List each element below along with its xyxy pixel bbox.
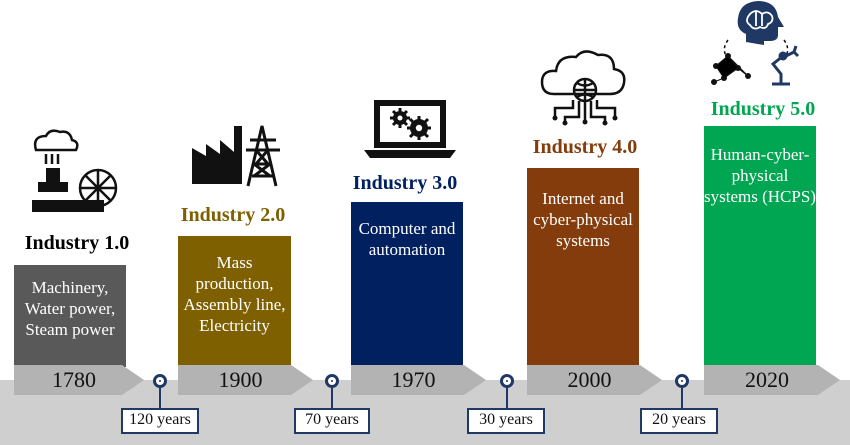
timeline-node: [325, 374, 339, 388]
timeline-node: [500, 374, 514, 388]
description-line: systems (HCPS): [704, 187, 816, 206]
stage-description-box: Mass production, Assembly line, Electric…: [178, 236, 291, 367]
description-line: Assembly line,: [183, 295, 286, 314]
description-line: Electricity: [199, 316, 270, 335]
timeline-node: [675, 374, 689, 388]
description-line: Computer and: [358, 219, 456, 238]
human-ai-robot-icon: [711, 1, 800, 86]
description-line: Machinery,: [31, 278, 109, 297]
year-arrow: 1970: [351, 365, 486, 395]
node-connector: [331, 388, 333, 408]
description-line: Mass: [216, 253, 253, 272]
stage-description-box: Machinery, Water power, Steam power: [14, 265, 126, 367]
interval-label: 120 years: [121, 408, 199, 434]
year-arrow: 2000: [527, 365, 662, 395]
interval-label: 70 years: [294, 408, 370, 434]
stage-title: Industry 1.0: [24, 232, 130, 254]
year-arrow: 1780: [14, 365, 144, 395]
interval-label: 20 years: [640, 408, 718, 434]
interval-label: 30 years: [467, 408, 545, 434]
description-line: cyber-physical: [533, 210, 633, 229]
timeline-node: [153, 374, 167, 388]
description-line: Water power,: [24, 299, 116, 318]
node-connector: [159, 388, 161, 408]
node-connector: [681, 388, 683, 408]
description-line: production,: [195, 274, 274, 293]
description-line: systems: [556, 231, 610, 250]
stage-description-box: Human-cyber- physical systems (HCPS): [704, 126, 816, 367]
factory-power-line-icon: [192, 125, 280, 187]
node-connector: [506, 388, 508, 408]
description-line: automation: [368, 240, 446, 259]
stage-title: Industry 3.0: [352, 172, 458, 194]
year-arrow: 2020: [704, 365, 840, 395]
steam-engine-icon: [32, 129, 118, 212]
description-line: Steam power: [25, 320, 115, 339]
cloud-network-icon: [540, 50, 626, 126]
stage-title: Industry 4.0: [532, 136, 638, 158]
stage-description-box: Internet and cyber-physical systems: [527, 168, 639, 367]
year-arrow: 1900: [178, 365, 313, 395]
stage-title: Industry 5.0: [710, 98, 816, 120]
description-line: Human-cyber-: [710, 145, 810, 164]
description-line: Internet and: [542, 189, 624, 208]
laptop-gears-icon: [364, 100, 456, 158]
description-line: physical: [731, 166, 789, 185]
stage-description-box: Computer and automation: [351, 202, 463, 367]
stage-title: Industry 2.0: [180, 204, 286, 226]
